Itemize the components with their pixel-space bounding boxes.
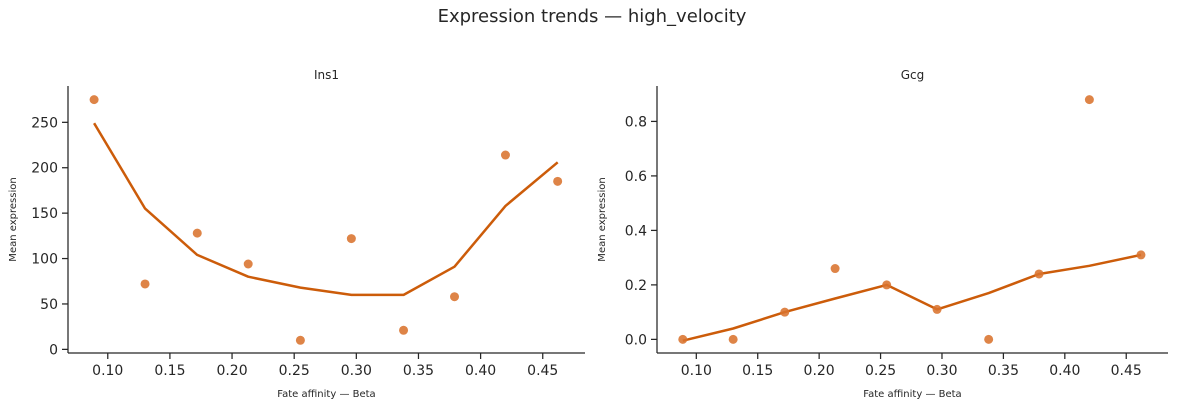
x-tick-label: 0.20 xyxy=(804,363,835,379)
data-point xyxy=(678,334,688,344)
trend-line xyxy=(682,253,1142,342)
y-tick-label: 250 xyxy=(31,115,58,131)
x-tick-label: 0.45 xyxy=(1111,363,1142,379)
y-tick-label: 0.4 xyxy=(625,223,647,239)
data-point xyxy=(243,259,253,269)
data-point xyxy=(984,334,994,344)
x-tick-label: 0.25 xyxy=(279,363,310,379)
data-point xyxy=(1034,269,1044,279)
data-point xyxy=(830,264,840,274)
data-point xyxy=(553,176,563,186)
figure-title: Expression trends — high_velocity xyxy=(437,6,747,27)
data-point xyxy=(192,228,202,238)
y-tick-label: 50 xyxy=(40,297,58,313)
x-tick-label: 0.30 xyxy=(926,363,957,379)
data-point xyxy=(89,95,99,105)
data-point xyxy=(882,280,892,290)
x-tick-label: 0.35 xyxy=(403,363,434,379)
y-tick-label: 200 xyxy=(31,161,58,177)
y-tick-label: 0.0 xyxy=(625,332,647,348)
x-axis-label: Fate affinity — Beta xyxy=(863,389,961,400)
data-point xyxy=(1084,95,1094,105)
x-tick-label: 0.35 xyxy=(988,363,1019,379)
data-point xyxy=(932,304,942,314)
x-tick-label: 0.40 xyxy=(465,363,496,379)
subplot-ins1: Ins1 0.10 0.15 0.20 0.25 0.30 0.35 0.40 0.45 0 50 1… xyxy=(8,68,585,400)
data-point xyxy=(399,325,409,335)
data-point xyxy=(1136,250,1146,260)
y-tick-label: 150 xyxy=(31,206,58,222)
x-tick-label: 0.15 xyxy=(742,363,773,379)
subplot-title: Ins1 xyxy=(314,68,339,82)
x-tick-label: 0.15 xyxy=(154,363,185,379)
data-point xyxy=(295,335,305,345)
x-axis-label: Fate affinity — Beta xyxy=(277,389,375,400)
subplot-gcg: Gcg 0.10 0.15 0.20 0.25 0.30 0.35 0.40 0.45 0.0 0.… xyxy=(597,68,1168,400)
y-axis-label: Mean expression xyxy=(597,177,608,261)
x-tick-label: 0.40 xyxy=(1049,363,1080,379)
y-tick-label: 0.2 xyxy=(625,278,647,294)
data-point xyxy=(140,279,150,289)
x-tick-label: 0.20 xyxy=(216,363,247,379)
y-axis-label: Mean expression xyxy=(8,177,19,261)
data-point xyxy=(450,292,460,302)
trend-line xyxy=(93,122,559,297)
data-point xyxy=(500,150,510,160)
x-tick-label: 0.25 xyxy=(865,363,896,379)
data-point xyxy=(728,334,738,344)
data-point xyxy=(780,307,790,317)
x-tick-label: 0.10 xyxy=(681,363,712,379)
subplot-title: Gcg xyxy=(901,68,925,82)
y-tick-label: 100 xyxy=(31,252,58,268)
x-tick-label: 0.30 xyxy=(341,363,372,379)
y-tick-label: 0.8 xyxy=(625,114,647,130)
y-tick-label: 0 xyxy=(49,342,58,358)
y-tick-label: 0.6 xyxy=(625,169,647,185)
data-point xyxy=(346,234,356,244)
x-tick-label: 0.10 xyxy=(92,363,123,379)
x-tick-label: 0.45 xyxy=(527,363,558,379)
